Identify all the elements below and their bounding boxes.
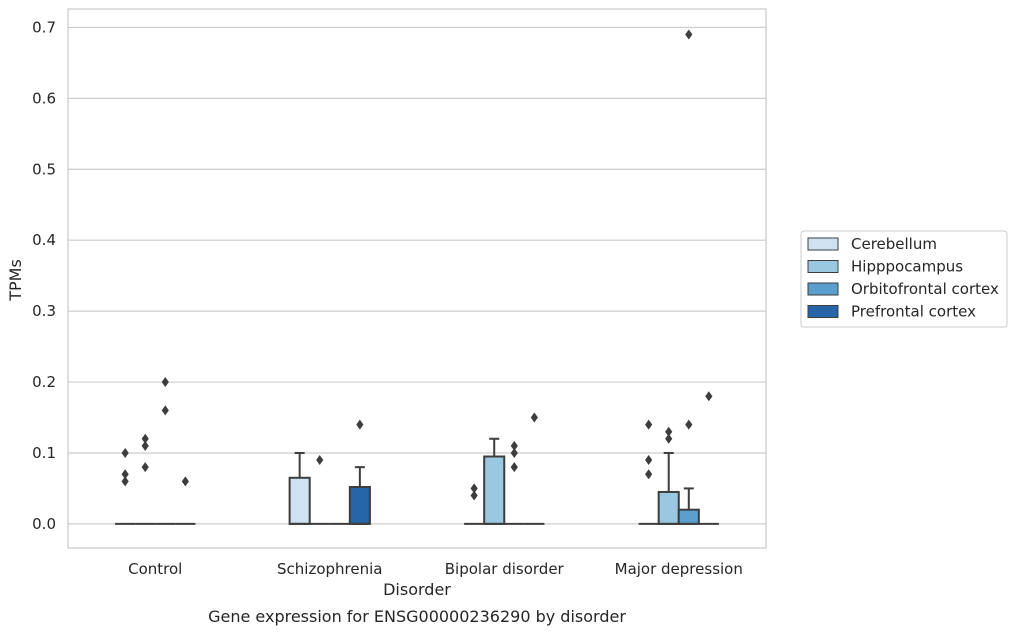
legend: Cerebellum Hipppocampus Orbitofrontal cort…	[800, 230, 1008, 328]
box-group	[698, 391, 719, 525]
box-group	[155, 377, 176, 525]
box-rect	[483, 455, 506, 525]
legend-swatch	[807, 282, 839, 296]
legend-swatch	[807, 237, 839, 251]
box-group	[657, 426, 680, 525]
box-group	[677, 29, 700, 525]
y-tick-label: 0.3	[32, 302, 56, 320]
outlier-point	[530, 412, 538, 423]
box-rect	[677, 508, 700, 525]
outlier-point	[470, 483, 478, 494]
outlier-point	[665, 426, 673, 437]
outlier-point	[705, 391, 713, 402]
x-tick-label: Major depression	[615, 560, 743, 578]
box-series	[115, 29, 719, 525]
x-tick-label: Schizophrenia	[277, 560, 382, 578]
box-group	[175, 476, 196, 525]
box-group	[504, 440, 525, 525]
outlier-point	[141, 433, 149, 444]
legend-label: Hipppocampus	[851, 258, 963, 276]
legend-label: Cerebellum	[851, 235, 937, 253]
outlier-point	[356, 419, 364, 430]
box-rect	[348, 486, 371, 525]
outlier-point	[510, 447, 518, 458]
x-tick-label: Control	[128, 560, 182, 578]
plot-frame	[67, 8, 767, 549]
y-axis-label: TPMs	[6, 259, 25, 302]
y-tick-label: 0.0	[32, 515, 56, 533]
y-tick-label: 0.1	[32, 444, 56, 462]
box-group	[288, 451, 311, 525]
outlier-point	[121, 469, 129, 480]
outlier-point	[141, 440, 149, 451]
legend-label: Orbitofrontal cortex	[851, 280, 999, 298]
legend-swatch	[807, 305, 839, 318]
x-tick-label: Bipolar disorder	[445, 560, 565, 578]
outlier-point	[685, 419, 693, 430]
box-group	[348, 419, 371, 525]
y-tick-label: 0.6	[32, 89, 56, 107]
outlier-point	[645, 455, 653, 466]
y-tick-label: 0.5	[32, 160, 56, 178]
box-rect	[288, 476, 311, 525]
outlier-point	[121, 447, 129, 458]
outlier-point	[316, 455, 324, 466]
x-tick-labels: Control Schizophrenia Bipolar disorder Majo…	[128, 560, 743, 578]
legend-label: Prefrontal cortex	[851, 303, 976, 321]
outlier-point	[510, 462, 518, 473]
outlier-point	[121, 476, 129, 487]
y-tick-label: 0.7	[32, 18, 56, 36]
y-tick-label: 0.4	[32, 231, 56, 249]
outlier-point	[161, 377, 169, 388]
box-group	[115, 447, 136, 525]
box-group	[524, 412, 545, 525]
outlier-point	[510, 440, 518, 451]
outlier-point	[470, 490, 478, 501]
outlier-point	[665, 433, 673, 444]
box-group	[464, 483, 485, 525]
x-axis-label: Disorder	[383, 580, 451, 599]
outlier-point	[685, 29, 693, 40]
legend-frame	[800, 230, 1008, 328]
outlier-point	[645, 419, 653, 430]
outlier-point	[181, 476, 189, 487]
outlier-point	[161, 405, 169, 416]
chart-title: Gene expression for ENSG00000236290 by d…	[208, 607, 626, 626]
legend-swatch	[807, 260, 839, 273]
box-group	[483, 437, 506, 525]
y-tick-label: 0.2	[32, 373, 56, 391]
outlier-point	[141, 462, 149, 473]
box-group	[638, 419, 659, 525]
box-group	[135, 433, 156, 525]
box-group	[309, 455, 330, 525]
y-tick-labels: 0.0 0.1 0.2 0.3 0.4 0.5 0.6 0.7	[32, 18, 56, 532]
box-rect	[657, 490, 680, 525]
outlier-point	[645, 469, 653, 480]
